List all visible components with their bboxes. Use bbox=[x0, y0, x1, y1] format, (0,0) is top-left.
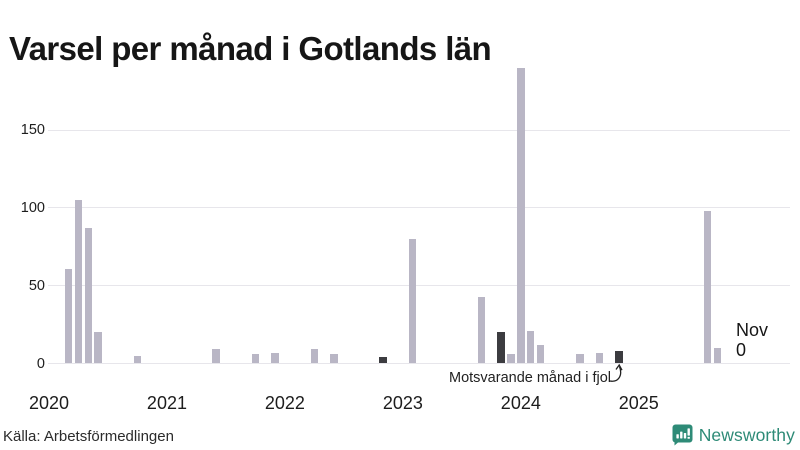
y-axis-tick-label: 50 bbox=[28, 277, 45, 294]
bar-2024-09 bbox=[595, 352, 604, 364]
gridline-y-0 bbox=[48, 363, 790, 364]
y-axis-tick-label: 0 bbox=[36, 355, 45, 372]
bar-2020-06 bbox=[94, 332, 102, 364]
bar-2020-04 bbox=[74, 200, 83, 364]
bar-2020-03 bbox=[64, 268, 73, 364]
y-axis-tick-label: 150 bbox=[20, 122, 45, 139]
current-month-label: Nov 0 bbox=[736, 320, 768, 360]
newsworthy-logo[interactable]: Newsworthy bbox=[672, 424, 795, 446]
bar-2024-03 bbox=[536, 344, 545, 364]
gridline-y-100 bbox=[48, 207, 790, 209]
bar-2021-06 bbox=[212, 349, 220, 364]
gridline-y-150 bbox=[48, 129, 790, 131]
x-axis-tick-label-2024: 2024 bbox=[500, 393, 541, 413]
x-axis-tick-label-2022: 2022 bbox=[264, 393, 305, 413]
source-credit: Källa: Arbetsförmedlingen bbox=[3, 428, 174, 445]
bar-2022-11 bbox=[379, 357, 387, 364]
x-axis-tick-label-2021: 2021 bbox=[146, 393, 187, 413]
annotation-last-year: Motsvarande månad i fjol bbox=[449, 370, 611, 386]
x-axis-tick-label-2020: 2020 bbox=[28, 393, 70, 413]
bar-2022-04 bbox=[310, 349, 319, 364]
bar-2024-01 bbox=[517, 67, 525, 364]
gridline-y-50 bbox=[48, 285, 790, 287]
bar-2024-11 bbox=[615, 351, 623, 364]
bar-2023-11 bbox=[497, 332, 505, 364]
x-axis-tick-label-2023: 2023 bbox=[382, 393, 423, 413]
bar-2025-08 bbox=[703, 211, 712, 364]
bar-2024-02 bbox=[526, 330, 535, 364]
bar-2025-09 bbox=[713, 347, 722, 364]
bar-2021-12 bbox=[271, 352, 279, 364]
bar-2020-05 bbox=[84, 228, 93, 364]
annotation-arrow-icon bbox=[609, 363, 623, 382]
current-month-name: Nov bbox=[736, 320, 769, 340]
x-axis-tick-label-2025: 2025 bbox=[618, 393, 659, 413]
bar-2022-06 bbox=[330, 354, 338, 364]
chart-title: Varsel per månad i Gotlands län bbox=[9, 30, 492, 68]
newsworthy-icon bbox=[672, 424, 693, 446]
bar-2020-10 bbox=[133, 355, 142, 364]
bar-2024-07 bbox=[576, 354, 584, 364]
bar-2023-09 bbox=[477, 296, 486, 364]
bar-2021-10 bbox=[251, 354, 260, 364]
bar-2023-12 bbox=[507, 354, 515, 364]
newsworthy-wordmark: Newsworthy bbox=[698, 424, 795, 445]
bar-2023-02 bbox=[408, 239, 417, 364]
y-axis-tick-label: 100 bbox=[20, 199, 45, 216]
current-month-value: 0 bbox=[736, 340, 747, 360]
